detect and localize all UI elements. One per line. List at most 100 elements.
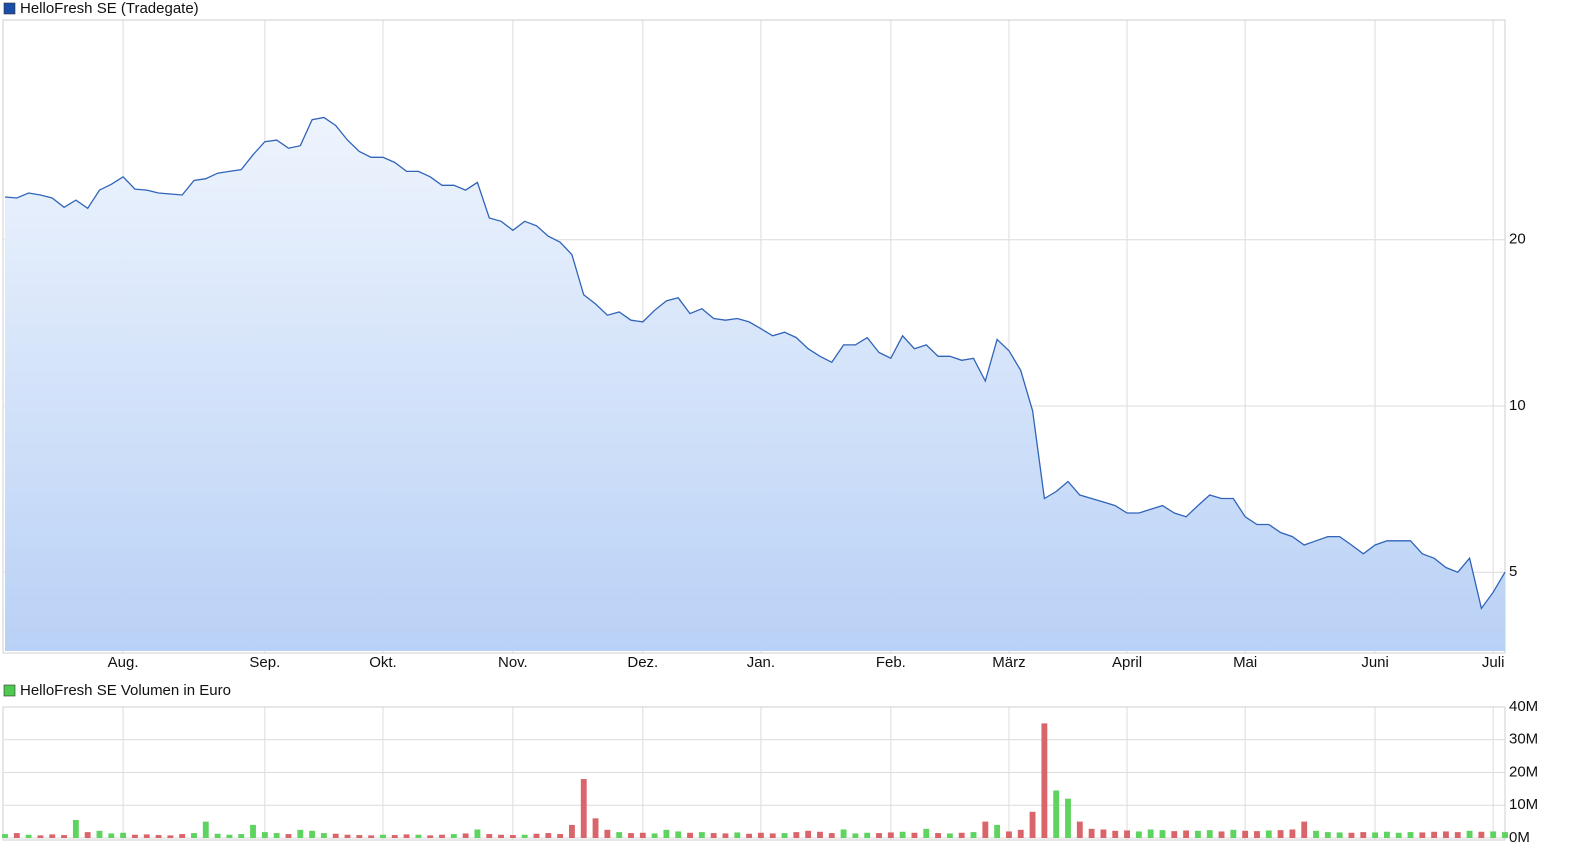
x-tick-label: Aug. — [108, 654, 139, 671]
volume-bar — [415, 834, 422, 838]
volume-bar — [757, 832, 764, 838]
volume-bar — [911, 832, 918, 838]
volume-bar — [1454, 832, 1461, 838]
volume-bar — [1159, 830, 1166, 838]
volume-bar — [462, 833, 469, 838]
volume-bar — [427, 835, 434, 838]
x-tick-label: Jan. — [747, 654, 775, 671]
volume-bar — [1135, 831, 1142, 838]
volume-bar — [1112, 830, 1119, 838]
volume-bar — [828, 833, 835, 838]
volume-bar — [1348, 832, 1355, 838]
volume-bar — [155, 835, 162, 838]
volume-bar — [167, 835, 174, 838]
volume-bar — [368, 835, 375, 838]
volume-bar — [49, 834, 56, 838]
y-tick-label: 40M — [1509, 698, 1538, 715]
volume-bar — [13, 833, 20, 838]
volume-bar — [474, 829, 481, 838]
y-tick-label: 10M — [1509, 796, 1538, 813]
volume-bar — [982, 821, 989, 838]
volume-bar — [1301, 821, 1308, 838]
volume-bar — [1065, 798, 1071, 838]
volume-bar — [1478, 831, 1485, 838]
volume-bar — [238, 834, 245, 838]
volume-bar — [356, 835, 363, 838]
legend-swatch — [3, 2, 16, 15]
volume-bar — [958, 832, 965, 838]
volume-bar — [380, 834, 386, 838]
volume-bar — [403, 834, 410, 838]
volume-bar — [1324, 832, 1331, 838]
volume-bar — [651, 833, 658, 838]
volume-bar — [1053, 790, 1060, 838]
volume-bar — [1466, 830, 1473, 838]
volume-bar — [1029, 811, 1036, 838]
volume-bar — [191, 833, 197, 838]
volume-bar — [887, 832, 894, 838]
volume-bar — [1124, 830, 1130, 838]
volume-bar — [297, 829, 304, 838]
volume-bar — [1336, 832, 1343, 838]
volume-bar — [935, 833, 942, 838]
volume-bar — [486, 834, 493, 838]
volume-bar — [1076, 821, 1083, 838]
y-tick-label: 10 — [1509, 397, 1526, 414]
volume-bar — [309, 830, 316, 838]
volume-bar — [1431, 831, 1438, 838]
volume-bar — [1041, 723, 1048, 838]
volume-bar — [344, 834, 351, 838]
volume-bar — [1230, 829, 1237, 838]
volume-bar — [616, 832, 623, 838]
price-line — [4, 116, 1506, 610]
chart-title: HelloFresh SE (Tradegate) — [20, 0, 199, 17]
volume-bar — [391, 835, 398, 838]
volume-bar — [261, 832, 268, 838]
volume-bar — [817, 831, 823, 838]
area-fill — [5, 117, 1505, 651]
volume-bar — [439, 834, 445, 838]
volume-bar — [332, 833, 339, 838]
volume-bar — [250, 824, 256, 838]
volume-bar — [840, 829, 847, 838]
volume-bar — [663, 829, 670, 838]
volume-bar — [1088, 828, 1095, 838]
y-tick-label: 0M — [1509, 829, 1530, 846]
volume-bar — [545, 833, 552, 838]
volume-bar — [675, 831, 682, 838]
volume-bar — [1419, 832, 1426, 838]
volume-bar — [214, 833, 221, 838]
volume-bar — [1242, 830, 1249, 838]
volume-bar — [1265, 830, 1272, 838]
volume-bar — [1218, 831, 1225, 838]
x-tick-label: Nov. — [498, 654, 528, 671]
volume-bar — [1443, 831, 1449, 838]
volume-bar — [1313, 830, 1319, 838]
volume-bar — [1194, 830, 1201, 838]
volume-bar — [639, 832, 646, 838]
volume-bar — [1395, 832, 1402, 838]
volume-bar — [25, 834, 32, 838]
volume-bar — [226, 834, 233, 838]
volume-bar — [285, 834, 292, 838]
volume-bar — [923, 828, 930, 838]
x-tick-label: April — [1112, 654, 1142, 671]
volume-bar — [202, 821, 209, 838]
volume-bar — [498, 834, 504, 838]
volume-bar — [722, 833, 729, 838]
volume-bar — [320, 833, 327, 838]
y-tick-label: 20 — [1509, 231, 1526, 248]
volume-bar — [852, 833, 859, 838]
volume-bar — [1017, 829, 1024, 838]
volume-bar — [994, 824, 1001, 838]
volume-bar — [946, 833, 953, 838]
volume-bar — [96, 830, 103, 838]
volume-bar — [2, 834, 8, 838]
volume-bar — [1490, 831, 1497, 838]
volume-bar — [970, 832, 977, 838]
volume-bar — [131, 834, 138, 838]
volume-bar — [1254, 831, 1260, 838]
volume-bar — [1372, 832, 1379, 838]
volume-bar — [1289, 829, 1296, 838]
volume-bar — [37, 835, 44, 838]
